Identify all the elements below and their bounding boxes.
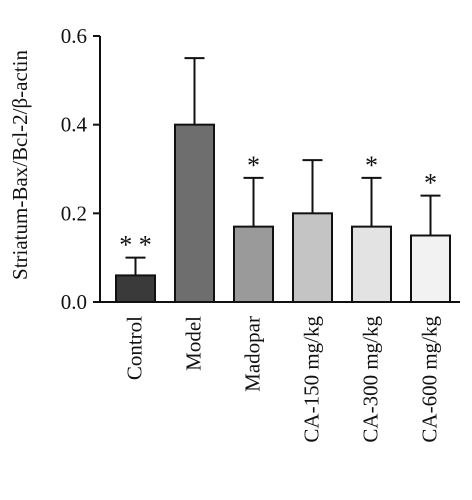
bars: * * * * *: [115, 57, 451, 303]
significance-marker: *: [424, 169, 437, 198]
bar-control: [115, 274, 156, 303]
x-category-label: Madopar: [241, 316, 265, 392]
y-tick-label: 0.4: [61, 113, 88, 137]
y-axis-title: Striatum-Bax/Bcl-2/β-actin: [8, 50, 32, 280]
bar-ca-300-mg-kg: [351, 225, 392, 303]
bar-ca-150-mg-kg: [292, 212, 333, 303]
x-category-label: CA-150 mg/kg: [300, 316, 324, 443]
y-tick-label: 0.0: [61, 290, 87, 314]
significance-marker: *: [247, 151, 260, 180]
x-category-label: CA-600 mg/kg: [418, 316, 442, 443]
y-axis: 0.0 0.2 0.4 0.6: [61, 24, 101, 314]
significance-marker: * *: [119, 231, 152, 260]
bar-ca-600-mg-kg: [410, 234, 451, 303]
y-tick-label: 0.6: [61, 24, 87, 48]
x-axis: Control Model Madopar CA-150 mg/kg CA-300 mg…: [99, 301, 460, 443]
bar-madopar: [233, 225, 274, 303]
x-category-label: Model: [182, 316, 206, 371]
x-category-label: Control: [123, 316, 147, 380]
bar-model: [174, 123, 215, 303]
significance-marker: *: [365, 151, 378, 180]
x-category-label: CA-300 mg/kg: [359, 316, 383, 443]
y-tick-label: 0.2: [61, 201, 87, 225]
